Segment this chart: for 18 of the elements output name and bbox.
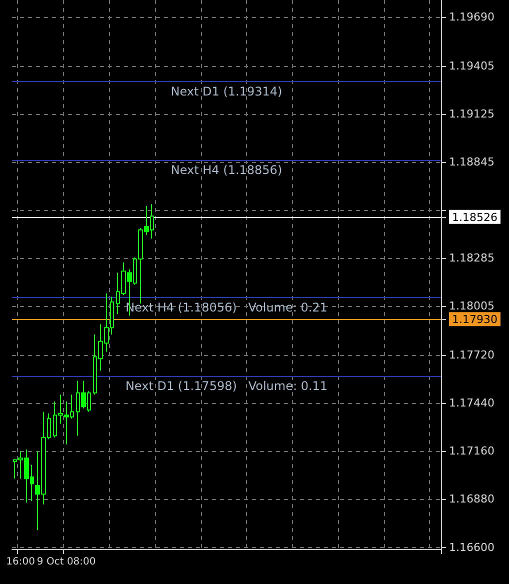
y-tick-label: 1.18005 [449,300,494,313]
y-tick-label: 1.17930 [452,313,498,326]
y-tick-label: 1.19690 [449,10,494,24]
ref-line-label: Next H4 (1.18856) [170,163,282,178]
y-tick-label: 1.18285 [449,252,494,265]
y-tick-label: 1.17160 [449,444,494,458]
y-tick-label: 1.18526 [452,210,498,224]
y-tick-label: 1.16880 [449,492,494,506]
y-tick-label: 1.17720 [449,348,494,362]
x-tick-label: 9 Oct 08:00 [36,556,96,568]
y-tick-label: 1.19405 [449,60,494,73]
y-tick-label: 1.16600 [449,540,494,554]
ref-line-label: Next D1 (1.19314) [170,84,282,99]
y-tick-label: 1.18845 [449,156,494,169]
ref-line-label: Next D1 (1.17598) Volume: 0.11 [125,379,328,394]
y-tick-label: 1.17440 [449,396,494,410]
y-tick-label: 1.19125 [449,108,494,121]
x-tick-label: 16:00 [6,556,35,568]
